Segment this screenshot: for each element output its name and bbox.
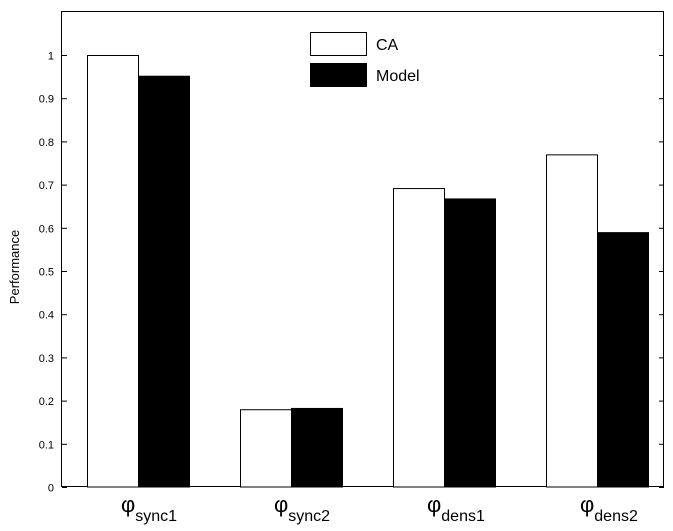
bar-ca-dens1 bbox=[393, 188, 445, 488]
bar-model-dens1 bbox=[444, 198, 496, 488]
bar-model-sync1 bbox=[138, 75, 190, 488]
y-tick-label: 0.5 bbox=[39, 267, 54, 279]
x-axis: φsync1 φsync2 φdens1 φdens2 bbox=[121, 482, 638, 525]
y-tick-label: 0.3 bbox=[39, 353, 54, 365]
legend-swatch-ca bbox=[310, 32, 367, 56]
y-tick-label: 0.4 bbox=[39, 310, 54, 322]
bar-model-sync2 bbox=[291, 407, 343, 488]
legend-label-model: Model bbox=[376, 68, 420, 85]
y-tick-label: 0.1 bbox=[39, 439, 54, 451]
y-tick-label: 1 bbox=[48, 51, 54, 63]
category-label: φsync1 bbox=[121, 492, 177, 525]
legend-swatch-model bbox=[310, 63, 367, 87]
bar-ca-sync2 bbox=[240, 409, 292, 488]
y-axis-title: Performance bbox=[7, 230, 22, 304]
y-tick-label: 0.2 bbox=[39, 396, 54, 408]
legend: CA Model bbox=[310, 32, 420, 87]
y-tick-label: 0.9 bbox=[39, 94, 54, 106]
y-tick-label: 0.6 bbox=[39, 223, 54, 235]
category-label: φsync2 bbox=[274, 492, 330, 525]
y-axis: 0 0.1 0.2 0.3 0.4 0.5 0.6 0.7 0.8 0.9 1 bbox=[39, 51, 664, 495]
plot-frame bbox=[61, 11, 664, 487]
y-tick-label: 0.7 bbox=[39, 180, 54, 192]
bar-ca-dens2 bbox=[546, 154, 598, 488]
category-label: φdens2 bbox=[580, 492, 638, 525]
y-tick-label: 0 bbox=[48, 483, 54, 495]
bar-model-dens2 bbox=[597, 232, 649, 488]
bar-ca-sync1 bbox=[87, 55, 139, 488]
legend-label-ca: CA bbox=[376, 37, 399, 54]
y-tick-label: 0.8 bbox=[39, 137, 54, 149]
bars-group bbox=[87, 55, 649, 488]
category-label: φdens1 bbox=[427, 492, 485, 525]
